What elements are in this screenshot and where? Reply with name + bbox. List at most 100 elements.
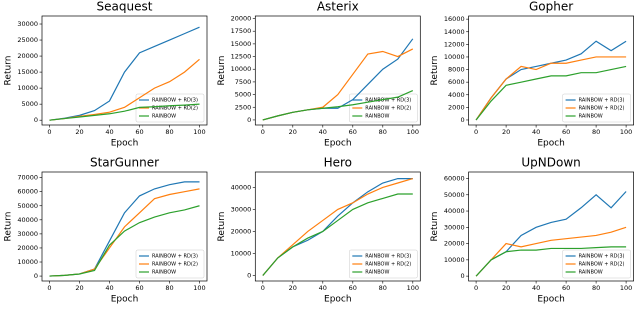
x-tick-label: 60: [135, 284, 143, 292]
y-tick-label: 10000: [231, 65, 252, 73]
y-tick-label: 10000: [444, 256, 465, 264]
y-tick-label: 0: [247, 271, 251, 279]
y-tick-label: 10000: [444, 53, 465, 61]
y-tick-label: 7500: [235, 78, 252, 86]
y-tick-label: 30000: [444, 223, 465, 231]
x-tick-label: 40: [532, 284, 540, 292]
y-tick-label: 20000: [17, 244, 38, 252]
x-tick-label: 80: [592, 128, 600, 136]
y-tick-label: 25000: [17, 36, 38, 44]
legend-box: [135, 249, 205, 279]
chart-title: UpNDown: [521, 156, 580, 170]
y-tick-label: 40000: [444, 207, 465, 215]
y-tick-label: 20000: [17, 52, 38, 60]
y-tick-label: 30000: [231, 205, 252, 213]
y-tick-label: 15000: [231, 40, 252, 48]
y-axis-label: Return: [4, 212, 14, 242]
y-tick-label: 15000: [17, 68, 38, 76]
y-tick-label: 10000: [17, 84, 38, 92]
legend-label: RAINBOW + RD(2): [579, 106, 625, 112]
y-tick-label: 30000: [17, 230, 38, 238]
series-line: [49, 26, 200, 121]
plot-frame: [41, 171, 208, 282]
legend-label: RAINBOW: [579, 114, 603, 120]
legend-box: [562, 249, 631, 279]
legend-label: RAINBOW + RD(2): [579, 262, 625, 268]
chart-title: Hero: [324, 156, 352, 170]
y-tick-label: 20000: [231, 227, 252, 235]
x-tick-label: 60: [349, 284, 357, 292]
x-tick-label: 0: [47, 284, 51, 292]
y-tick-label: 50000: [444, 191, 465, 199]
subplot: Hero Epoch Return 0 20 40 60 80 100 0 10000 20000 30…: [217, 156, 421, 305]
series-line: [262, 89, 414, 121]
y-tick-label: 30000: [17, 20, 38, 28]
chart-title: Seaquest: [97, 0, 153, 14]
y-tick-label: 0: [460, 116, 464, 124]
series-line: [475, 226, 627, 277]
legend-label: RAINBOW + RD(3): [579, 98, 625, 104]
x-tick-label: 20: [75, 284, 83, 292]
series-line: [49, 205, 200, 277]
legend-label: RAINBOW + RD(2): [152, 106, 198, 112]
y-tick-label: 20000: [231, 15, 252, 23]
x-axis-label: Epoch: [324, 139, 352, 149]
legend-label: RAINBOW: [152, 114, 176, 120]
y-tick-label: 0: [247, 116, 251, 124]
x-tick-label: 20: [289, 284, 297, 292]
x-tick-label: 40: [319, 284, 327, 292]
legend-label: RAINBOW: [365, 270, 389, 276]
legend: RAINBOW + RD(3) RAINBOW + RD(2) RAINBOW: [562, 93, 631, 123]
x-axis-label: Epoch: [324, 295, 352, 305]
x-axis-label: Epoch: [111, 295, 139, 305]
x-tick-label: 100: [407, 128, 419, 136]
legend-label: RAINBOW + RD(3): [152, 254, 198, 260]
y-tick-label: 40000: [231, 183, 252, 191]
x-tick-label: 20: [502, 128, 510, 136]
legend-box: [562, 93, 631, 123]
y-tick-label: 12000: [444, 40, 465, 48]
series-line: [475, 65, 627, 121]
legend: RAINBOW + RD(3) RAINBOW + RD(2) RAINBOW: [135, 93, 205, 123]
y-tick-label: 5000: [235, 91, 252, 99]
series-line: [49, 103, 200, 121]
legend-label: RAINBOW + RD(2): [152, 262, 198, 268]
y-axis-label: Return: [430, 56, 440, 86]
y-tick-label: 4000: [448, 91, 465, 99]
chart-title: Asterix: [317, 0, 359, 14]
y-tick-label: 60000: [17, 188, 38, 196]
plot-frame: [468, 171, 634, 282]
y-tick-label: 6000: [448, 78, 465, 86]
y-axis-label: Return: [217, 56, 227, 86]
y-tick-label: 60000: [444, 175, 465, 183]
legend-label: RAINBOW: [579, 270, 603, 276]
y-tick-label: 40000: [17, 216, 38, 224]
x-tick-label: 100: [407, 284, 419, 292]
x-tick-label: 20: [289, 128, 297, 136]
plot-frame: [468, 15, 634, 126]
y-tick-label: 16000: [444, 15, 465, 23]
x-tick-label: 60: [562, 284, 570, 292]
y-tick-label: 50000: [17, 202, 38, 210]
x-tick-label: 20: [75, 128, 83, 136]
legend-label: RAINBOW + RD(3): [365, 254, 411, 260]
y-tick-label: 20000: [444, 240, 465, 248]
y-tick-label: 12500: [231, 53, 252, 61]
subplot: Seaquest Epoch Return 0 20 40 60 80 100 0 5000 1000…: [4, 0, 208, 149]
y-tick-label: 0: [460, 272, 464, 280]
y-tick-label: 2000: [448, 103, 465, 111]
subplot: UpNDown Epoch Return 0 20 40 60 80 100 0 10000 2000…: [430, 156, 634, 305]
legend-label: RAINBOW + RD(3): [152, 98, 198, 104]
x-tick-label: 100: [193, 284, 205, 292]
legend: RAINBOW + RD(3) RAINBOW + RD(2) RAINBOW: [349, 93, 418, 123]
x-tick-label: 80: [379, 128, 387, 136]
y-tick-label: 10000: [17, 258, 38, 266]
x-tick-label: 100: [620, 128, 632, 136]
y-tick-label: 0: [34, 116, 38, 124]
series-line: [262, 193, 413, 276]
x-tick-label: 60: [562, 128, 570, 136]
legend-label: RAINBOW: [152, 270, 176, 276]
y-tick-label: 5000: [21, 100, 38, 108]
x-tick-label: 100: [193, 128, 205, 136]
legend-label: RAINBOW + RD(3): [579, 254, 625, 260]
